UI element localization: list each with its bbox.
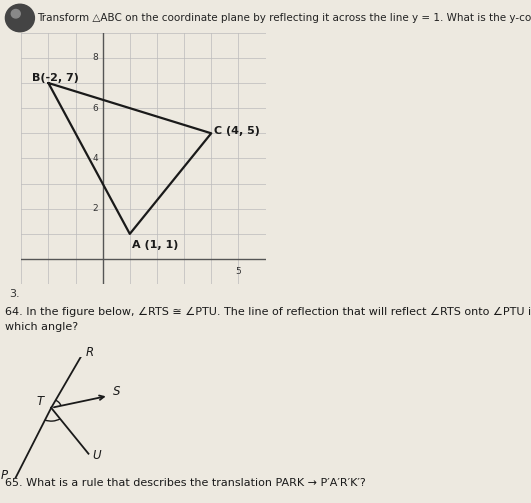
Text: C (4, 5): C (4, 5) <box>215 126 260 136</box>
Text: 8: 8 <box>92 53 98 62</box>
Text: 65. What is a rule that describes the translation PARK → P′A′R′K′?: 65. What is a rule that describes the tr… <box>5 478 366 488</box>
Text: A (1, 1): A (1, 1) <box>132 240 178 250</box>
Text: S: S <box>114 385 121 397</box>
Circle shape <box>5 4 35 32</box>
Text: 4: 4 <box>92 154 98 163</box>
Text: U: U <box>93 449 101 462</box>
Text: 5: 5 <box>235 267 241 276</box>
Text: 64. In the figure below, ∠RTS ≅ ∠PTU. The line of reflection that will reflect ∠: 64. In the figure below, ∠RTS ≅ ∠PTU. Th… <box>5 307 531 331</box>
Circle shape <box>11 10 20 18</box>
Text: R: R <box>86 346 94 359</box>
Text: 6: 6 <box>92 104 98 113</box>
Text: T: T <box>36 395 44 408</box>
Text: 3.: 3. <box>9 289 20 299</box>
Text: B(-2, 7): B(-2, 7) <box>32 73 79 83</box>
Text: P: P <box>1 469 7 482</box>
Text: 2: 2 <box>92 204 98 213</box>
Text: Transform △ABC on the coordinate plane by reflecting it across the line y = 1. W: Transform △ABC on the coordinate plane b… <box>37 13 531 23</box>
